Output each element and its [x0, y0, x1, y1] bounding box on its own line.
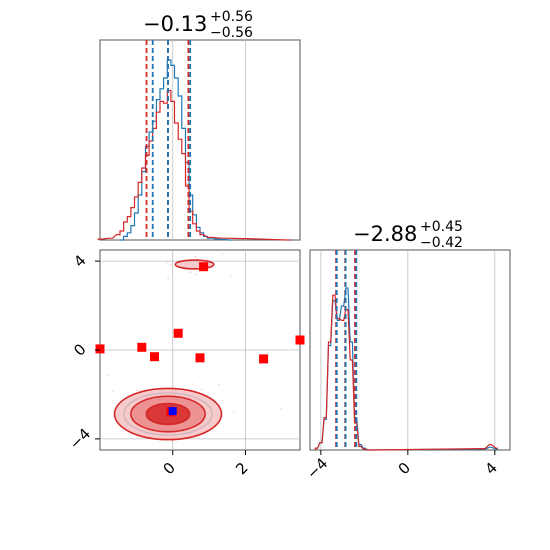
hist-param1-frame — [99, 39, 301, 241]
joint-sample-dot — [170, 263, 172, 266]
hist-param1-series-1-step — [120, 59, 233, 241]
joint-marker-point — [295, 335, 305, 345]
hist-param2-xtick-label: 0 — [395, 459, 414, 478]
hist-param1-title-lower: −0.56 — [210, 25, 253, 41]
joint-sample-dot — [112, 390, 114, 393]
hist-param1-title-value: −0.13 — [143, 12, 207, 36]
joint-marker-point — [95, 344, 105, 354]
joint-sample-dot — [195, 273, 198, 276]
joint-ytick-label: −4 — [66, 425, 94, 453]
joint-xtick-label: 0 — [159, 459, 178, 478]
joint-panel: 0 2 −4 0 4 — [66, 249, 305, 478]
joint-marker-point — [259, 354, 269, 364]
hist-param1-series-2-step — [97, 90, 291, 241]
joint-sample-dot — [167, 277, 169, 280]
joint-marker-point — [195, 353, 205, 363]
joint-sample-dot — [136, 389, 139, 392]
joint-sample-dot — [171, 440, 173, 443]
joint-sample-dot — [200, 388, 203, 391]
joint-sample-dot — [191, 383, 194, 385]
hist-param2-title-upper: +0.45 — [420, 219, 463, 235]
joint-sample-dot — [221, 252, 223, 255]
joint-ytick-label: 4 — [70, 251, 89, 270]
joint-ytick-label: 0 — [70, 340, 89, 359]
hist-param1-title-upper: +0.56 — [210, 9, 253, 25]
joint-marker-point — [199, 262, 209, 272]
hist-param1-panel: −0.13 +0.56 −0.56 — [97, 9, 301, 241]
joint-sample-dot — [107, 374, 109, 376]
joint-xtick-label: 2 — [232, 459, 251, 478]
joint-truth-marker — [168, 407, 177, 416]
hist-param2-frame — [309, 249, 511, 451]
joint-sample-dot — [233, 411, 235, 414]
joint-sample-dot — [189, 271, 192, 274]
hist-param2-title-value: −2.88 — [353, 222, 417, 246]
hist-param2-panel: −4 0 4 −2.88 +0.45 −0.42 — [303, 219, 511, 483]
hist-param2-title-lower: −0.42 — [420, 235, 463, 251]
hist-param2-series-2-step — [314, 294, 498, 451]
joint-marker-point — [173, 328, 183, 338]
joint-marker-point — [150, 352, 159, 362]
joint-sample-dot — [206, 258, 209, 260]
joint-sample-dot — [165, 261, 168, 264]
hist-param2-xtick-label: 4 — [482, 459, 501, 478]
hist-param2-xtick-label: −4 — [303, 454, 331, 482]
joint-sample-dot — [218, 383, 220, 386]
joint-sample-dot — [195, 255, 197, 258]
joint-sample-dot — [229, 275, 232, 278]
joint-sample-dot — [280, 408, 283, 410]
joint-marker-point — [137, 342, 147, 352]
